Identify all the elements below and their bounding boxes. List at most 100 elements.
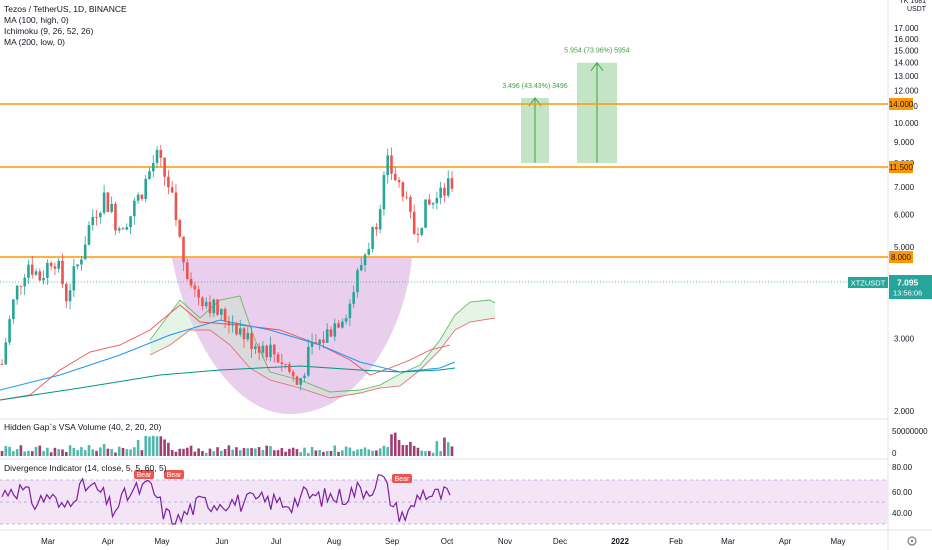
rsi-line (1, 474, 451, 525)
volume-pane-title[interactable]: Hidden Gap`s VSA Volume (40, 2, 20, 20) (4, 422, 162, 432)
candle-body (428, 199, 431, 205)
time-tick-label: May (830, 537, 845, 546)
volume-bar (269, 446, 272, 456)
volume-bar (148, 436, 151, 456)
time-tick-label: Dec (553, 537, 567, 546)
time-tick-label: Oct (441, 537, 454, 546)
volume-bar (72, 447, 76, 456)
volume-bar (121, 448, 125, 456)
candle-body (216, 299, 219, 315)
settings-icon[interactable] (907, 536, 917, 546)
candle-body (382, 175, 386, 210)
volume-bar (344, 446, 348, 456)
price-tick-label: 5.000 (894, 243, 915, 252)
volume-bar (117, 446, 121, 456)
ichimoku-span-b (149, 317, 496, 399)
time-tick-label: Sep (385, 537, 400, 546)
volume-bar (151, 435, 155, 456)
volume-bar (431, 452, 435, 456)
candle-body (352, 292, 355, 304)
volume-bar (375, 450, 378, 456)
volume-bar (12, 451, 15, 456)
svg-text:8.000: 8.000 (891, 253, 912, 262)
volume-bar (170, 450, 174, 456)
candle-body (412, 211, 416, 234)
candle-body (53, 266, 57, 269)
volume-bar (299, 452, 303, 456)
candle-body (121, 228, 125, 230)
indicator-ichimoku[interactable]: Ichimoku (9, 26, 52, 26) (4, 26, 94, 36)
volume-bar (231, 449, 234, 456)
volume-bar (19, 445, 23, 456)
candle-body (64, 284, 68, 302)
price-range-arrowhead (590, 61, 604, 72)
volume-bar (416, 447, 420, 456)
volume-bar (348, 447, 352, 456)
candle-body (220, 308, 223, 315)
candle-body (38, 271, 42, 281)
volume-bar (329, 450, 333, 456)
volume-bar (125, 449, 129, 456)
indicator-ma200[interactable]: MA (200, low, 0) (4, 37, 65, 47)
volume-bar (64, 451, 68, 456)
volume-bar (420, 450, 424, 456)
candle-body (318, 339, 321, 345)
volume-tick: 50000000 (892, 427, 928, 436)
candle-body (344, 318, 348, 322)
candle-body (405, 196, 408, 198)
candle-body (4, 342, 8, 365)
volume-bar (303, 447, 306, 456)
rsi-tick: 60.00 (892, 488, 913, 497)
candle-body (170, 187, 174, 193)
indicator-ma100[interactable]: MA (100, high, 0) (4, 15, 69, 25)
candle-body (42, 278, 45, 281)
candle-body (212, 299, 216, 314)
svg-text:Bear: Bear (167, 472, 182, 479)
volume-bar (110, 449, 113, 456)
candle-body (359, 265, 363, 271)
volume-bar (15, 449, 19, 456)
volume-bar (159, 436, 163, 456)
volume-bar (167, 442, 170, 456)
candle-body (337, 323, 340, 328)
candle-body (393, 173, 397, 181)
candle-body (197, 289, 200, 298)
volume-bar (91, 449, 95, 456)
volume-bar (185, 447, 189, 456)
time-tick-label: Nov (498, 537, 512, 546)
time-tick-label: Feb (669, 537, 683, 546)
cup-pattern-drawing[interactable] (172, 258, 412, 414)
volume-bar (216, 447, 219, 456)
candle-body (102, 192, 106, 213)
candle-body (310, 342, 314, 347)
volume-bar (322, 451, 325, 456)
candle-body (348, 303, 352, 319)
volume-bar (83, 450, 87, 456)
volume-bar (197, 448, 200, 456)
volume-bar (446, 442, 450, 456)
candle-body (246, 333, 250, 340)
candle-body (367, 248, 371, 255)
candle-body (254, 346, 257, 349)
price-tick-label: 16.000 (894, 35, 919, 44)
candle-body (284, 364, 287, 365)
volume-bar (280, 448, 284, 456)
volume-bar (4, 445, 8, 456)
volume-bar (242, 448, 246, 456)
volume-bar (435, 441, 439, 456)
volume-bar (0, 451, 4, 456)
volume-bar (53, 447, 57, 456)
price-tick-label: 2.000 (894, 407, 915, 416)
currency-unit: TK 1681 USDT (899, 0, 926, 13)
candle-body (151, 163, 155, 172)
volume-bar (235, 447, 238, 456)
candle-body (27, 264, 30, 278)
symbol-badge: XTZUSDT (848, 277, 888, 288)
volume-tick: 0 (892, 449, 897, 458)
divergence-pane-title[interactable]: Divergence Indicator (14, close, 5, 5, 6… (4, 463, 167, 473)
candle-body (57, 260, 61, 269)
volume-bar (49, 452, 53, 456)
candle-body (0, 364, 4, 365)
candle-body (299, 377, 303, 385)
